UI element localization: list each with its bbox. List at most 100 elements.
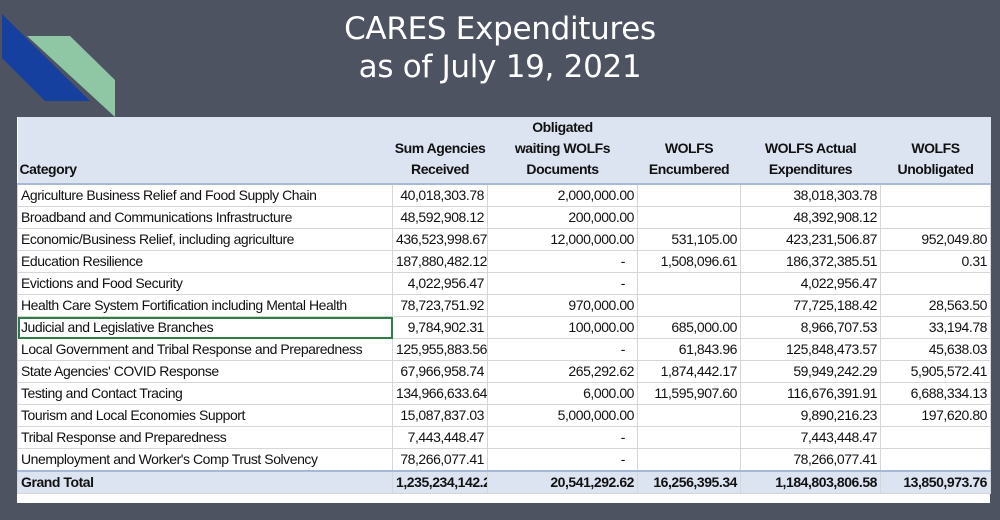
category-cell[interactable]: Testing and Contact Tracing: [17, 382, 393, 405]
value-cell[interactable]: 116,676,391.91: [740, 382, 881, 405]
value-cell[interactable]: 6,688,334.13: [880, 382, 991, 405]
value-cell[interactable]: 4,022,956.47: [392, 272, 488, 295]
value-cell[interactable]: 1,874,442.17: [637, 360, 741, 383]
value-cell[interactable]: 9,890,216.23: [740, 404, 881, 427]
column-header[interactable]: Category: [17, 117, 393, 185]
value-cell[interactable]: 125,955,883.56: [392, 338, 488, 361]
category-cell[interactable]: Education Resilience: [17, 250, 393, 273]
category-cell[interactable]: Judicial and Legislative Branches: [17, 316, 393, 339]
value-cell[interactable]: [880, 426, 991, 449]
value-cell[interactable]: 970,000.00: [487, 294, 638, 317]
category-cell[interactable]: State Agencies' COVID Response: [17, 360, 393, 383]
spreadsheet-table: Category Sum Agencies Received Obligated wa…: [17, 117, 991, 503]
value-cell[interactable]: -: [487, 426, 638, 449]
value-cell[interactable]: 38,018,303.78: [740, 183, 881, 207]
value-cell[interactable]: 78,266,077.41: [392, 448, 488, 472]
column-header[interactable]: WOLFS Actual Expenditures: [740, 117, 881, 185]
value-cell[interactable]: 6,000.00: [487, 382, 638, 405]
table-row: Testing and Contact Tracing 134,966,633.6…: [17, 382, 991, 405]
value-cell[interactable]: 77,725,188.42: [740, 294, 881, 317]
column-header[interactable]: WOLFS Unobligated: [880, 117, 991, 185]
value-cell[interactable]: -: [487, 250, 638, 273]
category-cell[interactable]: Broadband and Communications Infrastruct…: [17, 206, 393, 229]
value-cell[interactable]: 423,231,506.87: [740, 228, 881, 251]
category-cell[interactable]: Unemployment and Worker's Comp Trust Sol…: [17, 448, 393, 472]
value-cell[interactable]: 187,880,482.12: [392, 250, 488, 273]
category-cell[interactable]: Health Care System Fortification includi…: [17, 294, 393, 317]
column-header[interactable]: WOLFS Encumbered: [637, 117, 741, 185]
category-cell[interactable]: Grand Total: [17, 470, 393, 494]
value-cell[interactable]: 436,523,998.67: [392, 228, 488, 251]
value-cell[interactable]: 15,087,837.03: [392, 404, 488, 427]
value-cell[interactable]: 100,000.00: [487, 316, 638, 339]
value-cell[interactable]: [880, 448, 991, 472]
value-cell[interactable]: 7,443,448.47: [392, 426, 488, 449]
value-cell[interactable]: 200,000.00: [487, 206, 638, 229]
grand-total-row: Grand Total1,235,234,142.2420,541,292.62…: [17, 470, 991, 494]
value-cell[interactable]: 48,392,908.12: [740, 206, 881, 229]
value-cell[interactable]: 78,723,751.92: [392, 294, 488, 317]
value-cell[interactable]: 5,000,000.00: [487, 404, 638, 427]
value-cell[interactable]: 16,256,395.34: [637, 470, 741, 494]
value-cell[interactable]: 78,266,077.41: [740, 448, 881, 472]
value-cell[interactable]: 1,184,803,806.58: [740, 470, 881, 494]
category-cell[interactable]: Tribal Response and Preparedness: [17, 426, 393, 449]
value-cell[interactable]: 2,000,000.00: [487, 183, 638, 207]
table-row: Evictions and Food Security 4,022,956.47-…: [17, 272, 991, 295]
value-cell[interactable]: 531,105.00: [637, 228, 741, 251]
table-row: State Agencies' COVID Response 67,966,958…: [17, 360, 991, 383]
value-cell[interactable]: 20,541,292.62: [487, 470, 638, 494]
value-cell[interactable]: 5,905,572.41: [880, 360, 991, 383]
value-cell[interactable]: 7,443,448.47: [740, 426, 881, 449]
value-cell[interactable]: 4,022,956.47: [740, 272, 881, 295]
value-cell[interactable]: 45,638.03: [880, 338, 991, 361]
value-cell[interactable]: 186,372,385.51: [740, 250, 881, 273]
value-cell[interactable]: 12,000,000.00: [487, 228, 638, 251]
value-cell[interactable]: 265,292.62: [487, 360, 638, 383]
column-header[interactable]: Obligated waiting WOLFs Documents: [487, 117, 638, 185]
category-cell[interactable]: Evictions and Food Security: [17, 272, 393, 295]
value-cell[interactable]: [637, 183, 741, 207]
value-cell[interactable]: 0.31: [880, 250, 991, 273]
value-cell[interactable]: 125,848,473.57: [740, 338, 881, 361]
value-cell[interactable]: -: [487, 272, 638, 295]
value-cell[interactable]: 33,194.78: [880, 316, 991, 339]
table-row: Tourism and Local Economies Support 15,08…: [17, 404, 991, 427]
value-cell[interactable]: 40,018,303.78: [392, 183, 488, 207]
category-cell[interactable]: Agriculture Business Relief and Food Sup…: [17, 183, 393, 207]
value-cell[interactable]: -: [487, 448, 638, 472]
value-cell[interactable]: [637, 404, 741, 427]
value-cell[interactable]: [880, 183, 991, 207]
value-cell[interactable]: [880, 272, 991, 295]
value-cell[interactable]: [637, 206, 741, 229]
value-cell[interactable]: 952,049.80: [880, 228, 991, 251]
value-cell[interactable]: 67,966,958.74: [392, 360, 488, 383]
value-cell[interactable]: 9,784,902.31: [392, 316, 488, 339]
value-cell[interactable]: [637, 272, 741, 295]
category-cell[interactable]: Tourism and Local Economies Support: [17, 404, 393, 427]
value-cell[interactable]: 8,966,707.53: [740, 316, 881, 339]
value-cell[interactable]: 59,949,242.29: [740, 360, 881, 383]
value-cell[interactable]: 1,508,096.61: [637, 250, 741, 273]
category-cell[interactable]: Local Government and Tribal Response and…: [17, 338, 393, 361]
value-cell[interactable]: 28,563.50: [880, 294, 991, 317]
value-cell[interactable]: 685,000.00: [637, 316, 741, 339]
value-cell[interactable]: 1,235,234,142.24: [392, 470, 488, 494]
value-cell[interactable]: -: [487, 338, 638, 361]
table-row: Economic/Business Relief, including agri…: [17, 228, 991, 251]
value-cell[interactable]: 48,592,908.12: [392, 206, 488, 229]
table-row: Judicial and Legislative Branches 9,784,9…: [17, 316, 991, 339]
logo-shapes: [2, 14, 115, 117]
value-cell[interactable]: 11,595,907.60: [637, 382, 741, 405]
value-cell[interactable]: 13,850,973.76: [880, 470, 991, 494]
value-cell[interactable]: [637, 448, 741, 472]
column-header[interactable]: Sum Agencies Received: [392, 117, 488, 185]
value-cell[interactable]: [880, 206, 991, 229]
value-cell[interactable]: [637, 426, 741, 449]
value-cell[interactable]: 61,843.96: [637, 338, 741, 361]
logo-blue-shape: [2, 14, 90, 101]
value-cell[interactable]: 134,966,633.64: [392, 382, 488, 405]
value-cell[interactable]: [637, 294, 741, 317]
category-cell[interactable]: Economic/Business Relief, including agri…: [17, 228, 393, 251]
value-cell[interactable]: 197,620.80: [880, 404, 991, 427]
